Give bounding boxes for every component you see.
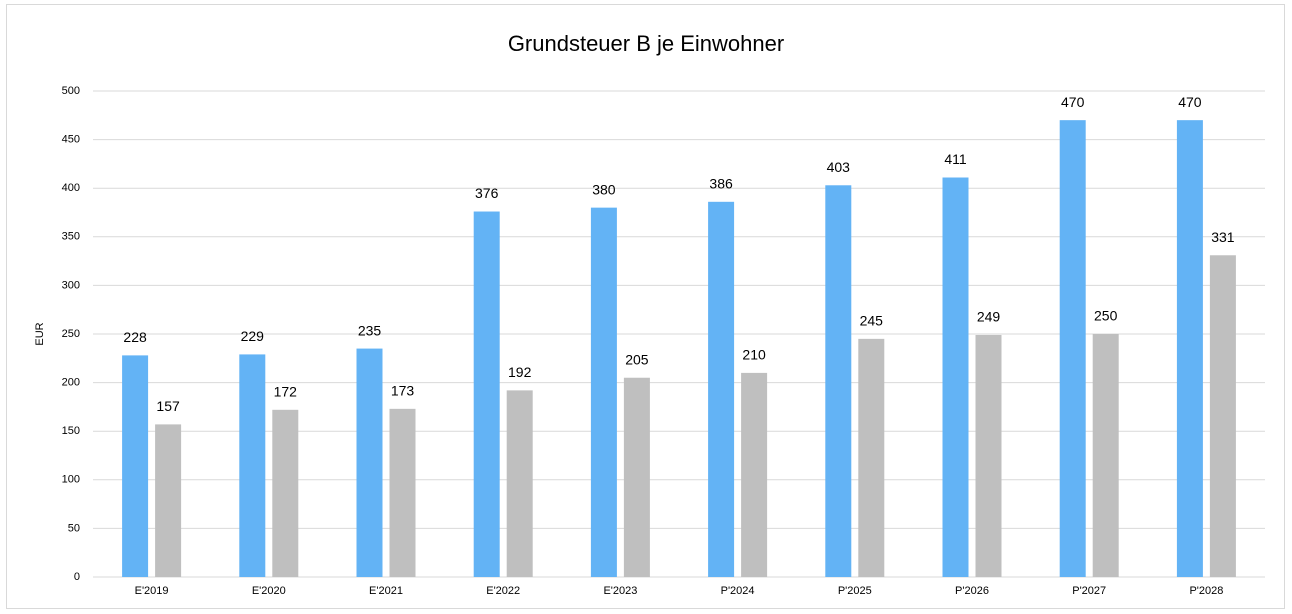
x-tick-label: P'2027: [1072, 585, 1106, 597]
x-tick-label: P'2025: [838, 585, 872, 597]
y-tick-label: 250: [62, 328, 80, 340]
x-tick-label: P'2024: [721, 585, 755, 597]
y-tick-label: 200: [62, 377, 80, 389]
x-tick-label: E'2022: [486, 585, 520, 597]
value-label: 376: [475, 185, 499, 201]
y-tick-label: 50: [68, 522, 80, 534]
value-label: 157: [156, 398, 180, 414]
value-label: 229: [241, 328, 265, 344]
y-axis-label: EUR: [34, 322, 46, 345]
value-label: 470: [1061, 94, 1085, 110]
value-label: 411: [944, 151, 967, 167]
bar: [1059, 120, 1086, 577]
bar: [155, 424, 182, 577]
bar: [122, 355, 149, 577]
x-tick-label: E'2020: [252, 585, 286, 597]
bar: [975, 334, 1002, 577]
y-tick-label: 500: [62, 85, 80, 97]
bar: [1209, 255, 1236, 577]
bar: [623, 377, 650, 577]
y-tick-label: 350: [62, 231, 80, 243]
y-tick-label: 0: [74, 571, 80, 583]
bar: [473, 211, 500, 577]
x-tick-label: P'2028: [1189, 585, 1223, 597]
value-label: 205: [625, 351, 649, 367]
y-tick-label: 400: [62, 182, 80, 194]
x-tick-label: E'2023: [603, 585, 637, 597]
bar: [389, 408, 416, 577]
value-label: 380: [592, 181, 616, 197]
bar: [1092, 334, 1119, 577]
value-label: 250: [1094, 308, 1118, 324]
value-label: 192: [508, 364, 532, 380]
value-label: 403: [827, 159, 851, 175]
bar: [239, 354, 266, 577]
x-tick-label: P'2026: [955, 585, 989, 597]
value-label: 386: [709, 176, 733, 192]
chart-title: Grundsteuer B je Einwohner: [508, 31, 784, 56]
y-tick-label: 100: [62, 474, 80, 486]
bar: [590, 207, 617, 577]
bar: [942, 177, 969, 577]
x-tick-label: E'2019: [135, 585, 169, 597]
value-label: 470: [1178, 94, 1202, 110]
value-label: 173: [391, 383, 415, 399]
y-tick-label: 450: [62, 134, 80, 146]
bar: [858, 338, 885, 577]
x-tick-label: E'2021: [369, 585, 403, 597]
value-label: 228: [123, 329, 147, 345]
y-tick-label: 300: [62, 279, 80, 291]
bar: [272, 409, 299, 577]
value-label: 331: [1211, 229, 1235, 245]
bar: [825, 185, 852, 577]
value-label: 245: [860, 313, 884, 329]
value-label: 249: [977, 309, 1001, 325]
value-label: 210: [742, 347, 766, 363]
bar: [741, 372, 768, 577]
value-label: 172: [274, 384, 298, 400]
bar: [506, 390, 533, 577]
bar: [1176, 120, 1203, 577]
y-tick-label: 150: [62, 425, 80, 437]
bar: [708, 201, 735, 578]
bar: [356, 348, 383, 577]
value-label: 235: [358, 322, 382, 338]
